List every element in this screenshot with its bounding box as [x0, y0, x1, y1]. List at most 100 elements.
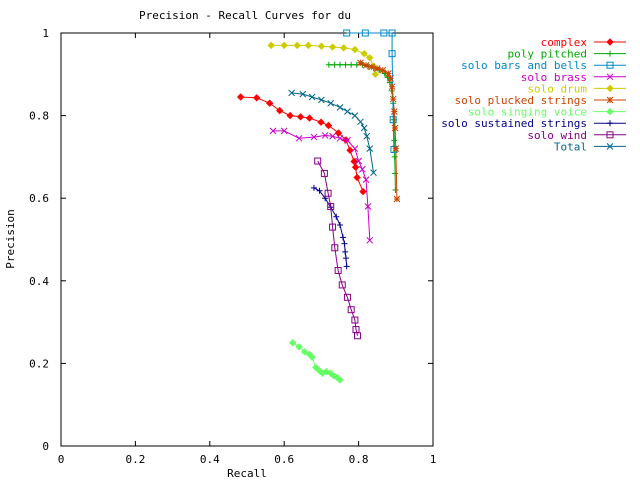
legend-entry: solo bars and bells	[461, 59, 626, 72]
legend-entry: solo drum	[527, 82, 626, 95]
data-point	[331, 244, 339, 252]
data-point	[325, 61, 332, 68]
legend-label: solo sustained strings	[441, 117, 587, 130]
series-solo-brass	[269, 127, 374, 244]
series-line	[271, 44, 376, 75]
data-point	[336, 134, 344, 142]
data-point	[276, 106, 284, 115]
data-point	[342, 61, 349, 68]
data-point	[351, 112, 359, 119]
data-point	[337, 222, 343, 229]
data-point	[269, 127, 277, 135]
data-point	[341, 240, 348, 247]
data-point	[331, 61, 338, 68]
data-point	[327, 99, 335, 107]
series-line	[317, 160, 358, 336]
data-point	[308, 353, 316, 361]
data-point	[295, 134, 303, 142]
data-point	[324, 189, 332, 197]
data-point	[360, 49, 368, 58]
data-point	[390, 108, 398, 115]
data-point	[296, 113, 305, 121]
y-tick-label: 0.4	[29, 275, 49, 288]
data-point	[358, 165, 366, 173]
data-point	[385, 70, 392, 77]
data-point	[351, 145, 359, 152]
legend-marker	[606, 107, 614, 116]
data-point	[320, 169, 328, 177]
data-point	[368, 63, 375, 71]
data-point	[347, 306, 355, 314]
y-tick-label: 0	[42, 440, 49, 453]
x-tick-label: 1	[430, 453, 437, 466]
data-point	[342, 248, 349, 255]
data-point	[338, 281, 346, 289]
series-solo-plucked-strings	[357, 59, 401, 203]
data-point	[310, 184, 317, 191]
data-point	[364, 203, 372, 210]
series-layer	[236, 29, 401, 384]
data-point	[316, 187, 323, 194]
legend-entry: solo wind	[527, 129, 626, 142]
data-point	[351, 45, 359, 54]
data-point	[392, 170, 399, 177]
data-point	[343, 293, 351, 301]
data-point	[343, 29, 351, 37]
x-tick-label: 0.8	[349, 453, 369, 466]
data-point	[353, 332, 361, 340]
data-point	[393, 195, 401, 203]
series-line	[240, 96, 364, 192]
data-point	[366, 54, 374, 62]
data-point	[357, 118, 364, 126]
x-tick-label: 0.4	[200, 453, 220, 466]
data-point	[366, 236, 374, 244]
plot-frame	[60, 32, 434, 447]
legend-label: solo plucked strings	[455, 94, 587, 107]
data-point	[387, 75, 394, 82]
y-axis-label: Precision	[4, 209, 17, 269]
data-point	[334, 129, 343, 137]
legend-label: Total	[554, 140, 587, 153]
data-point	[391, 153, 398, 160]
data-point	[355, 157, 362, 165]
data-point	[379, 66, 387, 74]
data-point	[321, 132, 329, 139]
series-Total	[288, 89, 377, 176]
series-poly-pitched	[325, 61, 399, 193]
y-tick-label: 0.8	[29, 110, 49, 123]
data-point	[360, 124, 368, 132]
legend-entry: solo singing voice	[468, 106, 626, 119]
data-point	[333, 213, 340, 220]
legend-label: poly pitched	[508, 48, 587, 61]
data-point	[380, 29, 388, 37]
legend-marker	[606, 84, 614, 93]
data-point	[370, 169, 377, 176]
legend-marker	[606, 143, 614, 150]
series-line	[346, 32, 395, 150]
y-tick-label: 1	[42, 27, 49, 40]
data-point	[389, 116, 397, 124]
data-point	[340, 44, 348, 52]
data-point	[327, 202, 335, 210]
x-axis-label: Recall	[227, 467, 267, 480]
x-tick-label: 0	[58, 453, 65, 466]
y-tick-label: 0.2	[29, 357, 49, 370]
data-point	[293, 41, 301, 50]
data-point	[300, 348, 309, 356]
series-line	[328, 64, 396, 190]
data-point	[353, 173, 361, 182]
x-tick-label: 0.6	[274, 453, 294, 466]
data-point	[362, 61, 370, 69]
data-point	[362, 176, 370, 183]
legend-label: solo wind	[527, 129, 587, 142]
data-point	[328, 43, 337, 51]
series-solo-drum	[267, 41, 380, 79]
data-point	[346, 146, 354, 154]
data-point	[310, 133, 318, 141]
data-point	[361, 29, 369, 37]
legend-marker	[607, 50, 613, 57]
legend-marker	[606, 73, 614, 81]
data-point	[305, 114, 314, 122]
